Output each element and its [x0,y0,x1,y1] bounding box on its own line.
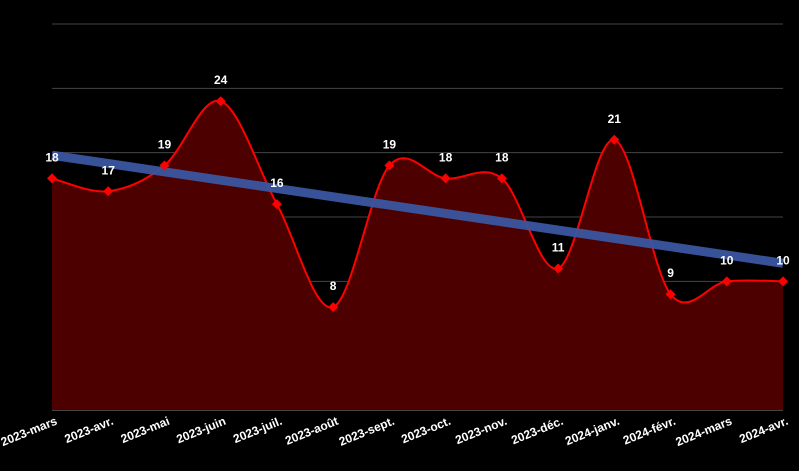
data-point-marker [440,173,451,184]
data-label: 21 [608,112,622,126]
data-label: 8 [330,279,337,293]
data-label: 18 [495,150,509,164]
x-tick-label: 2024-janv. [563,414,621,448]
data-markers [47,96,788,313]
data-label: 10 [720,253,734,267]
x-tick-label: 2023-nov. [453,414,509,447]
x-tick-label: 2024-avr. [737,414,790,446]
x-tick-label: 2023-mars [0,414,59,449]
data-point-marker [271,199,282,210]
x-tick-label: 2023-juin [174,414,227,446]
x-tick-label: 2023-avr. [62,414,115,446]
data-label: 18 [45,150,59,164]
trend-line [51,150,784,268]
x-tick-label: 2023-déc. [509,414,565,447]
data-point-marker [496,173,507,184]
data-point-marker [778,276,788,287]
data-point-marker [47,173,57,184]
data-point-marker [328,302,339,313]
data-label: 10 [776,253,790,267]
data-label: 17 [102,163,116,177]
data-point-marker [159,160,170,171]
data-label: 19 [158,138,172,152]
x-tick-label: 2023-août [283,414,340,448]
data-label: 18 [439,150,453,164]
x-tick-label: 2023-juil. [231,414,284,446]
data-point-marker [384,160,395,171]
x-tick-label: 2024-mars [674,414,735,449]
data-label: 11 [552,240,565,254]
data-point-marker [665,289,676,300]
x-tick-label: 2023-sept. [337,414,397,449]
data-label: 24 [214,73,228,87]
x-axis-labels: 2023-mars 2023-avr. 2023-mai 2023-juin 2023-… [0,414,790,449]
data-label: 16 [270,176,284,190]
x-tick-label: 2023-mai [119,414,172,446]
x-tick-label: 2023-oct. [399,414,452,446]
data-labels: 18 17 19 24 16 8 19 18 18 11 21 9 10 10 [45,73,790,293]
data-point-marker [609,134,620,145]
x-tick-label: 2024-févr. [621,414,678,448]
data-point-marker [553,263,564,274]
data-point-marker [215,96,226,107]
data-point-marker [721,276,732,287]
data-point-marker [103,186,114,197]
data-label: 19 [383,138,397,152]
data-label: 9 [667,266,674,280]
